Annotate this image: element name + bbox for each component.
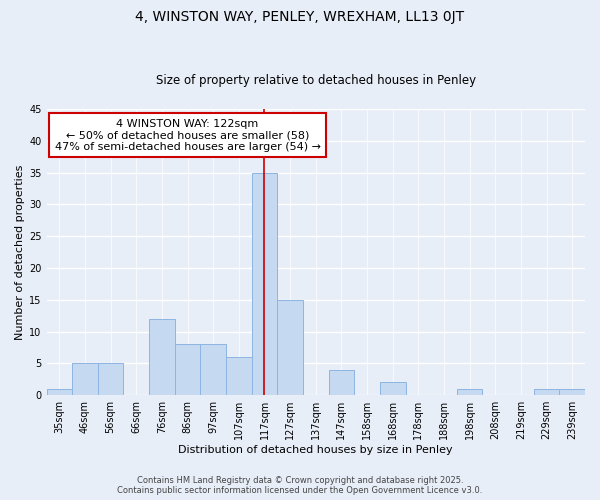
Bar bbox=[98, 364, 124, 395]
Bar bbox=[329, 370, 354, 395]
Bar bbox=[72, 364, 98, 395]
Bar bbox=[47, 389, 72, 395]
Bar bbox=[226, 357, 251, 395]
X-axis label: Distribution of detached houses by size in Penley: Distribution of detached houses by size … bbox=[178, 445, 453, 455]
Bar bbox=[559, 389, 585, 395]
Text: Contains HM Land Registry data © Crown copyright and database right 2025.
Contai: Contains HM Land Registry data © Crown c… bbox=[118, 476, 482, 495]
Title: Size of property relative to detached houses in Penley: Size of property relative to detached ho… bbox=[156, 74, 476, 87]
Bar bbox=[251, 172, 277, 395]
Bar bbox=[277, 300, 303, 395]
Bar bbox=[175, 344, 200, 395]
Bar bbox=[457, 389, 482, 395]
Bar bbox=[149, 319, 175, 395]
Bar bbox=[380, 382, 406, 395]
Text: 4, WINSTON WAY, PENLEY, WREXHAM, LL13 0JT: 4, WINSTON WAY, PENLEY, WREXHAM, LL13 0J… bbox=[136, 10, 464, 24]
Bar bbox=[200, 344, 226, 395]
Text: 4 WINSTON WAY: 122sqm
← 50% of detached houses are smaller (58)
47% of semi-deta: 4 WINSTON WAY: 122sqm ← 50% of detached … bbox=[55, 118, 320, 152]
Y-axis label: Number of detached properties: Number of detached properties bbox=[15, 164, 25, 340]
Bar bbox=[534, 389, 559, 395]
